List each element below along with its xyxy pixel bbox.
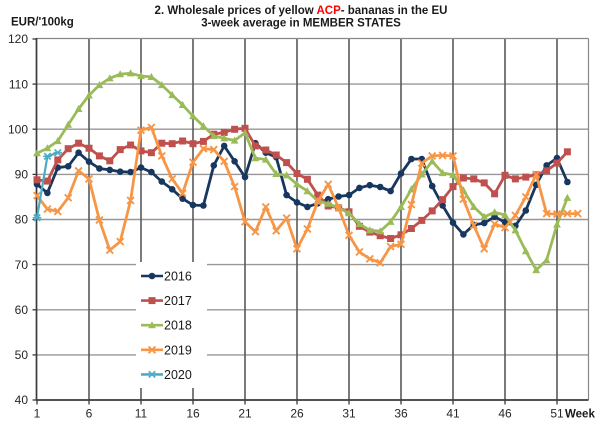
svg-text:21: 21 [238,406,252,420]
svg-text:36: 36 [394,406,408,420]
svg-text:120: 120 [8,32,28,46]
svg-text:11: 11 [135,406,148,420]
svg-text:110: 110 [9,77,28,91]
svg-text:EUR/'100kg: EUR/'100kg [11,17,74,29]
svg-text:60: 60 [15,303,29,317]
svg-text:6: 6 [86,406,93,420]
svg-text:50: 50 [15,348,29,362]
svg-text:40: 40 [15,393,29,407]
svg-text:100: 100 [8,122,28,136]
svg-text:1: 1 [34,406,41,420]
svg-text:Week: Week [565,408,595,420]
svg-text:51: 51 [550,406,564,420]
svg-text:3-week average in MEMBER STATE: 3-week average in MEMBER STATES [201,17,401,29]
svg-text:2016: 2016 [164,270,192,284]
svg-text:2. Wholesale prices of yellow: 2. Wholesale prices of yellow ACP- banan… [155,5,448,17]
svg-text:46: 46 [498,406,512,420]
svg-text:80: 80 [15,213,29,227]
svg-text:16: 16 [186,406,200,420]
svg-text:26: 26 [290,406,304,420]
svg-text:2020: 2020 [164,368,192,382]
svg-text:41: 41 [446,406,460,420]
svg-text:31: 31 [342,406,356,420]
svg-text:90: 90 [15,168,29,182]
svg-text:2017: 2017 [164,294,192,308]
svg-text:70: 70 [15,258,29,272]
svg-text:2018: 2018 [164,319,192,333]
svg-text:2019: 2019 [164,343,192,357]
